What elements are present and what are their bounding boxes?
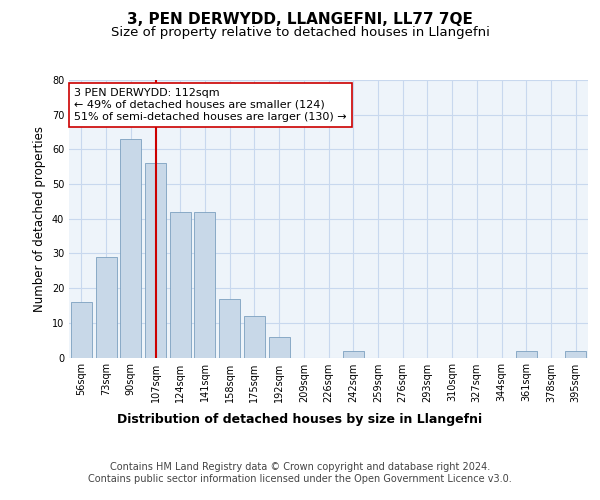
Bar [343, 350, 364, 358]
Bar [71, 302, 92, 358]
Bar [194, 212, 215, 358]
Bar [516, 350, 537, 358]
Bar [170, 212, 191, 358]
Text: Distribution of detached houses by size in Llangefni: Distribution of detached houses by size … [118, 412, 482, 426]
Bar [120, 139, 141, 358]
Text: 3 PEN DERWYDD: 112sqm
← 49% of detached houses are smaller (124)
51% of semi-det: 3 PEN DERWYDD: 112sqm ← 49% of detached … [74, 88, 347, 122]
Bar [244, 316, 265, 358]
Text: Size of property relative to detached houses in Llangefni: Size of property relative to detached ho… [110, 26, 490, 39]
Text: Contains HM Land Registry data © Crown copyright and database right 2024.
Contai: Contains HM Land Registry data © Crown c… [88, 462, 512, 484]
Text: 3, PEN DERWYDD, LLANGEFNI, LL77 7QE: 3, PEN DERWYDD, LLANGEFNI, LL77 7QE [127, 12, 473, 28]
Bar [269, 336, 290, 357]
Bar [565, 350, 586, 358]
Y-axis label: Number of detached properties: Number of detached properties [33, 126, 46, 312]
Bar [95, 257, 116, 358]
Bar [219, 298, 240, 358]
Bar [145, 163, 166, 358]
